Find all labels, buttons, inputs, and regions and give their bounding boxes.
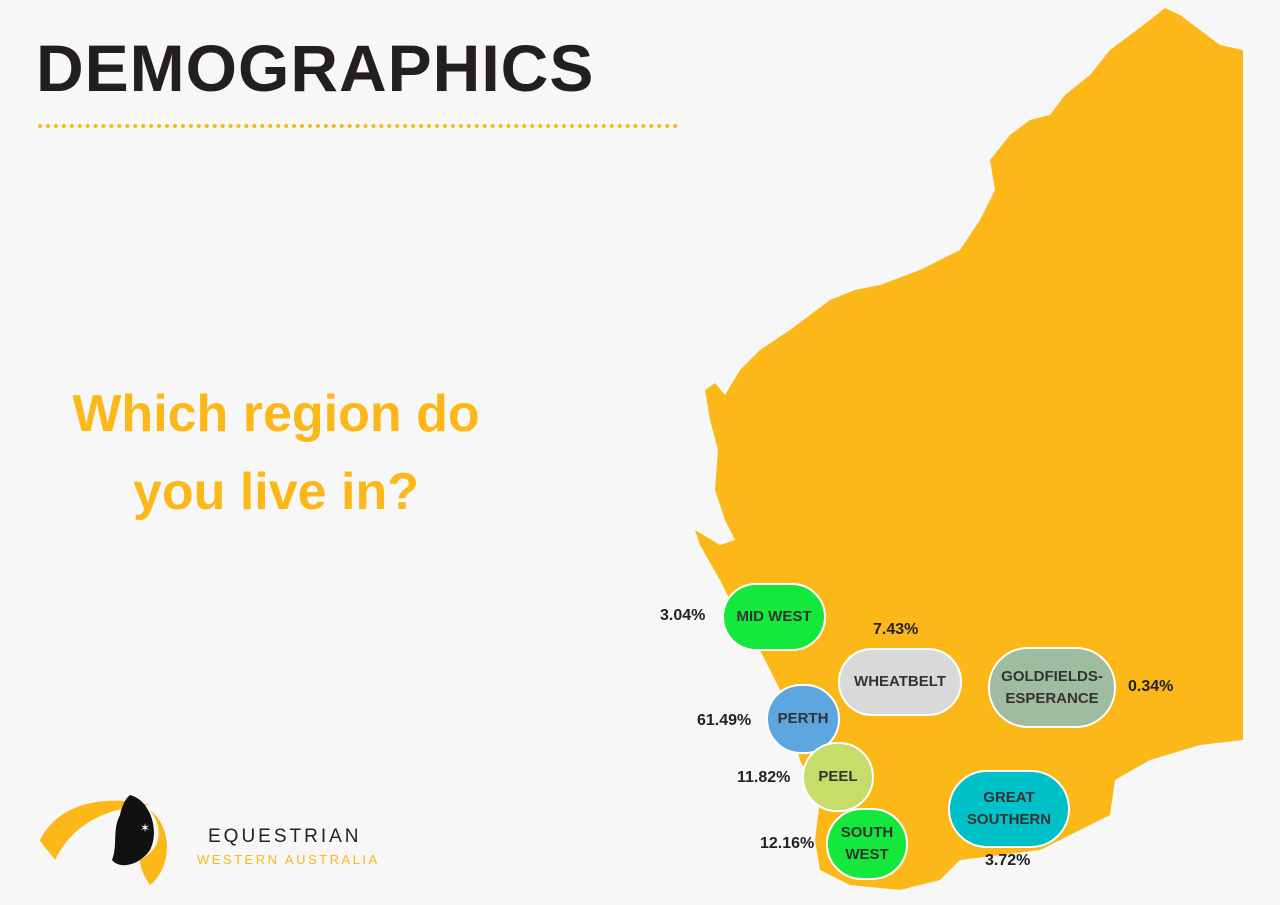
logo-subtitle: WESTERN AUSTRALIA bbox=[197, 852, 380, 867]
title: DEMOGRAPHICS bbox=[36, 31, 595, 105]
region-percent: 0.34% bbox=[1128, 678, 1174, 695]
question: you live in? bbox=[132, 463, 420, 521]
question: Which region do bbox=[72, 385, 480, 443]
region-percent: 12.16% bbox=[760, 835, 815, 852]
region-label: WHEATBELT bbox=[838, 648, 962, 716]
logo-swoosh bbox=[40, 800, 167, 885]
title-rule bbox=[38, 124, 678, 128]
region-percent: 7.43% bbox=[873, 621, 919, 638]
region-label: MID WEST bbox=[722, 583, 826, 651]
region-label: GOLDFIELDS- ESPERANCE bbox=[988, 647, 1116, 728]
logo-horse bbox=[112, 795, 154, 866]
wa-map bbox=[695, 8, 1243, 890]
region-percent: 61.49% bbox=[697, 712, 752, 729]
region-label: GREAT SOUTHERN bbox=[948, 770, 1070, 848]
region-percent: 11.82% bbox=[737, 769, 791, 786]
region-label: SOUTH WEST bbox=[826, 808, 908, 880]
logo-star: ✶ bbox=[140, 821, 150, 835]
region-label: PEEL bbox=[802, 742, 874, 812]
region-percent: 3.04% bbox=[660, 607, 706, 624]
logo-name: EQUESTRIAN bbox=[208, 826, 362, 847]
region-percent: 3.72% bbox=[985, 852, 1031, 869]
